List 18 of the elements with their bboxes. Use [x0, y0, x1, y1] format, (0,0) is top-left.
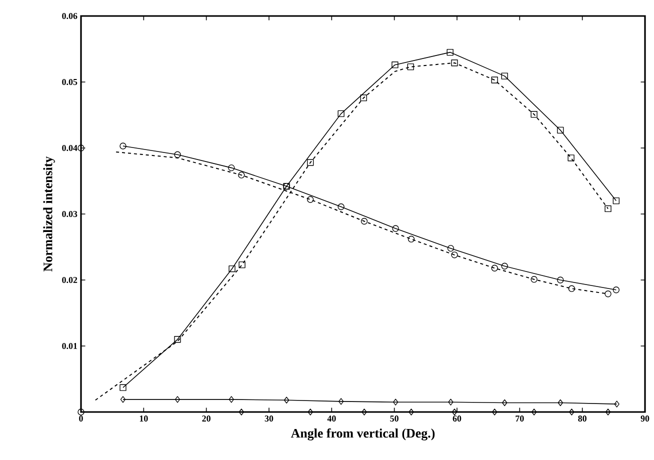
x-tick-label: 0: [79, 416, 83, 422]
x-axis-title: Angle from vertical (Deg.): [290, 428, 435, 440]
y-tick-label: 0.05: [62, 78, 78, 86]
y-tick-label: 0.01: [62, 342, 78, 350]
x-tick-label: 30: [264, 416, 274, 422]
x-tick-label: 20: [202, 416, 210, 422]
x-tick-label: 90: [640, 416, 650, 422]
y-tick-label: 0.06: [62, 12, 78, 20]
x-tick-label: 70: [516, 416, 524, 422]
x-tick-label: 80: [578, 416, 586, 422]
x-tick-label: 50: [390, 416, 398, 422]
y-axis-title: Normalized intensity: [43, 156, 55, 272]
y-tick-label: 0.02: [62, 276, 78, 284]
y-tick-label: 0.04: [62, 144, 78, 152]
x-tick-label: 60: [452, 416, 462, 422]
x-tick-label: 40: [327, 416, 336, 422]
y-tick-label: 0.03: [62, 210, 78, 218]
x-tick-label: 10: [140, 416, 148, 422]
